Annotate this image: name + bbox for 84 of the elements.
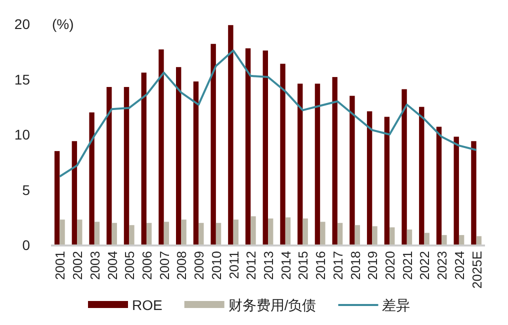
y-tick-label: 5 — [22, 182, 30, 198]
y-tick-label: 20 — [14, 16, 30, 32]
legend-label: 差异 — [382, 297, 410, 313]
x-tick-label: 2024 — [452, 251, 467, 280]
x-tick-label: 2011 — [226, 251, 242, 279]
x-tick-label: 2013 — [261, 251, 276, 280]
bar — [176, 67, 182, 245]
bar — [384, 116, 390, 245]
bar — [250, 216, 256, 245]
x-tick-label: 2014 — [278, 251, 294, 280]
bar — [332, 77, 338, 245]
legend-label: 财务费用/负债 — [228, 297, 316, 313]
legend-label: ROE — [132, 297, 162, 313]
bar — [198, 222, 204, 245]
bar — [262, 50, 268, 245]
bar — [302, 218, 308, 245]
y-axis-title: (%) — [52, 16, 74, 32]
x-tick-label: 2005 — [122, 251, 138, 280]
bar — [454, 136, 459, 245]
bar — [285, 217, 291, 245]
x-tick-label: 2009 — [192, 251, 207, 280]
bar — [216, 222, 222, 245]
bar — [193, 81, 199, 245]
x-tick-label: 2015 — [296, 251, 311, 280]
bar — [228, 25, 234, 245]
bar — [476, 236, 482, 245]
x-tick-label: 2002 — [70, 251, 86, 280]
x-tick-label: 2020 — [382, 251, 398, 280]
x-tick-label: 2001 — [52, 251, 68, 280]
bar — [60, 220, 65, 245]
x-tick-label: 2023 — [434, 251, 450, 280]
bar — [245, 48, 251, 245]
bar — [112, 222, 117, 245]
bar — [314, 84, 320, 245]
bar — [77, 220, 82, 245]
bar — [372, 226, 378, 245]
bar — [89, 112, 94, 245]
bar — [280, 64, 286, 245]
bar — [94, 222, 100, 245]
x-tick-label: 2004 — [104, 251, 120, 280]
bar — [72, 141, 78, 245]
bar — [419, 106, 424, 245]
bar — [210, 44, 216, 245]
bar — [442, 235, 447, 245]
x-tick-label: 2016 — [313, 251, 328, 280]
y-tick-label: 15 — [14, 71, 30, 88]
bar — [164, 222, 170, 245]
bar — [402, 89, 407, 245]
bar — [129, 225, 134, 245]
bar — [350, 96, 355, 245]
bar — [320, 222, 326, 245]
bar — [406, 230, 412, 245]
x-tick-label: 2018 — [348, 251, 363, 280]
bar — [424, 232, 430, 245]
bar — [268, 218, 274, 245]
x-tick-label: 2019 — [365, 251, 380, 280]
bar — [158, 49, 164, 245]
bar — [366, 111, 372, 245]
y-tick-label: 10 — [14, 126, 30, 142]
bar — [141, 72, 146, 245]
bar — [471, 141, 476, 245]
y-tick-label: 0 — [22, 237, 30, 253]
bar — [337, 222, 343, 245]
bar — [458, 235, 464, 245]
x-tick-label: 2017 — [330, 251, 346, 280]
bar — [124, 86, 130, 245]
x-tick-label: 2008 — [174, 251, 190, 280]
bar — [298, 84, 303, 245]
bar — [390, 227, 395, 245]
bar — [106, 86, 112, 245]
bar — [354, 225, 360, 245]
x-tick-label: 2003 — [87, 251, 102, 280]
x-tick-label: 2022 — [417, 251, 432, 280]
x-tick-label: 2010 — [208, 251, 224, 280]
x-tick-label: 2007 — [156, 251, 172, 280]
x-tick-label: 2021 — [400, 251, 415, 280]
bar — [181, 220, 186, 245]
x-tick-label: 2012 — [244, 251, 259, 280]
x-tick-label: 2025E — [469, 250, 484, 289]
bar — [54, 151, 60, 245]
bar — [146, 222, 152, 245]
bar — [436, 126, 442, 245]
bar — [233, 220, 238, 245]
x-tick-label: 2006 — [139, 251, 154, 280]
